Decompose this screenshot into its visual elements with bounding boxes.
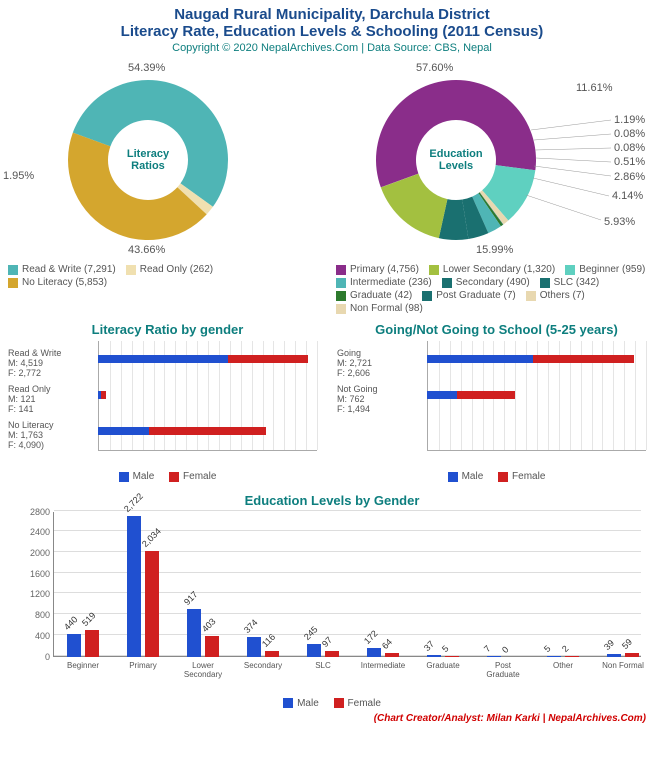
bar-male bbox=[98, 355, 228, 363]
pct-label: 57.60% bbox=[416, 62, 453, 74]
legend-item: Post Graduate (7) bbox=[422, 290, 515, 301]
schooling-title: Going/Not Going to School (5-25 years) bbox=[337, 322, 656, 337]
legend-item: Secondary (490) bbox=[442, 277, 530, 288]
edu-gender-section: Education Levels by Gender 0400800120016… bbox=[8, 493, 656, 725]
pct-label: 4.14% bbox=[612, 190, 643, 202]
legend-item: Graduate (42) bbox=[336, 290, 412, 301]
legend-item: Non Formal (98) bbox=[336, 303, 423, 314]
education-donut-section: EducationLevels 57.60% 11.61% 1.19% 0.08% 0.… bbox=[336, 60, 656, 316]
vbar-male bbox=[607, 654, 621, 656]
legend-item: Read & Write (7,291) bbox=[8, 264, 116, 275]
vbar-male bbox=[247, 637, 261, 656]
pct-label: 0.08% bbox=[614, 128, 645, 140]
pct-label: 5.93% bbox=[604, 216, 635, 228]
vbar-female bbox=[85, 630, 99, 657]
mid-row: Literacy Ratio by gender Read & WriteM: … bbox=[8, 322, 656, 485]
literacy-legend: Read & Write (7,291) Read Only (262) No Li… bbox=[8, 264, 326, 290]
pct-label: 11.61% bbox=[576, 82, 613, 94]
pct-label: 15.99% bbox=[476, 244, 513, 256]
legend-item: Read Only (262) bbox=[126, 264, 213, 275]
infographic-container: Naugad Rural Municipality, Darchula Dist… bbox=[0, 0, 664, 730]
bar-female bbox=[149, 427, 267, 435]
literacy-gender-chart: Read & WriteM: 4,519F: 2,772Read OnlyM: … bbox=[8, 341, 327, 471]
vbar-male bbox=[187, 609, 201, 656]
bar-male bbox=[98, 427, 149, 435]
mf-legend-3: Male Female bbox=[8, 698, 656, 712]
schooling-chart: GoingM: 2,721F: 2,606Not GoingM: 762F: 1… bbox=[337, 341, 656, 471]
edu-gender-chart: 040080012001600200024002800440519Beginne… bbox=[18, 512, 646, 682]
edu-gender-title: Education Levels by Gender bbox=[8, 493, 656, 508]
pct-label: 1.95% bbox=[3, 170, 34, 182]
legend-item: Beginner (959) bbox=[565, 264, 645, 275]
vbar-male bbox=[307, 644, 321, 657]
subtitle: Copyright © 2020 NepalArchives.Com | Dat… bbox=[8, 42, 656, 54]
pct-label: 0.08% bbox=[614, 142, 645, 154]
vbar-male bbox=[67, 634, 81, 657]
vbar-female bbox=[205, 636, 219, 657]
vbar-male bbox=[127, 516, 141, 657]
bar-male bbox=[427, 391, 457, 399]
legend-item: Lower Secondary (1,320) bbox=[429, 264, 555, 275]
legend-item: No Literacy (5,853) bbox=[8, 277, 107, 288]
credit-line: (Chart Creator/Analyst: Milan Karki | Ne… bbox=[8, 713, 646, 724]
bar-male bbox=[427, 355, 533, 363]
education-donut-center: EducationLevels bbox=[429, 148, 482, 172]
literacy-gender-section: Literacy Ratio by gender Read & WriteM: … bbox=[8, 322, 327, 485]
bar-female bbox=[457, 391, 515, 399]
vbar-male bbox=[367, 648, 381, 657]
legend-item: Primary (4,756) bbox=[336, 264, 419, 275]
bar-female bbox=[101, 391, 105, 399]
pct-label: 54.39% bbox=[128, 62, 165, 74]
literacy-donut: LiteracyRatios 54.39%1.95%43.66% bbox=[8, 60, 288, 260]
title-line-1: Naugad Rural Municipality, Darchula Dist… bbox=[8, 6, 656, 23]
education-donut: EducationLevels 57.60% 11.61% 1.19% 0.08% 0.… bbox=[336, 60, 656, 260]
pct-label: 1.19% bbox=[614, 114, 645, 126]
legend-item: Intermediate (236) bbox=[336, 277, 432, 288]
pct-label: 0.51% bbox=[614, 156, 645, 168]
literacy-donut-center: LiteracyRatios bbox=[127, 148, 169, 172]
vbar-female bbox=[145, 551, 159, 656]
education-legend: Primary (4,756) Lower Secondary (1,320) Be… bbox=[336, 264, 656, 316]
literacy-gender-title: Literacy Ratio by gender bbox=[8, 322, 327, 337]
bar-female bbox=[228, 355, 308, 363]
literacy-donut-section: LiteracyRatios 54.39%1.95%43.66% Read & … bbox=[8, 60, 326, 316]
donut-row: LiteracyRatios 54.39%1.95%43.66% Read & … bbox=[8, 60, 656, 316]
legend-item: Others (7) bbox=[526, 290, 585, 301]
pct-label: 43.66% bbox=[128, 244, 165, 256]
vbar-female bbox=[325, 651, 339, 656]
vbar-female bbox=[265, 651, 279, 657]
pct-label: 2.86% bbox=[614, 171, 645, 183]
schooling-section: Going/Not Going to School (5-25 years) G… bbox=[337, 322, 656, 485]
title-line-2: Literacy Rate, Education Levels & School… bbox=[8, 23, 656, 40]
mf-legend: Male Female bbox=[8, 471, 327, 485]
vbar-male bbox=[427, 655, 441, 657]
bar-female bbox=[533, 355, 634, 363]
legend-item: SLC (342) bbox=[540, 277, 600, 288]
vbar-female bbox=[625, 653, 639, 656]
mf-legend-2: Male Female bbox=[337, 471, 656, 485]
vbar-female bbox=[385, 653, 399, 656]
